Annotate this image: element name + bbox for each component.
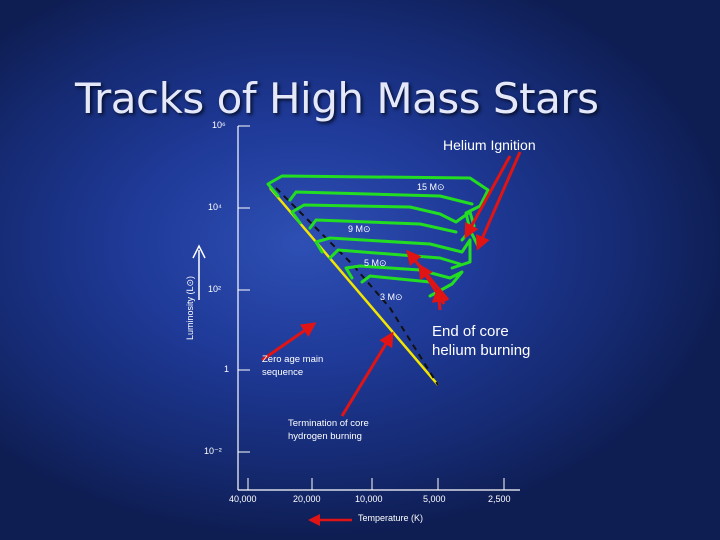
track-15-msun xyxy=(266,174,490,248)
helium-ignition-arrow-2 xyxy=(464,155,512,239)
y-tick-label: 10⁴ xyxy=(208,202,222,212)
track-5-msun xyxy=(314,236,472,270)
end-helium-label: End of core helium burning xyxy=(432,323,531,359)
x-axis-label: Temperature (K) xyxy=(358,513,424,523)
zams-arrow xyxy=(261,322,317,362)
track-label-5: 5 M⊙ xyxy=(364,258,387,268)
y-tick-label: 10⁶ xyxy=(212,120,226,130)
axis-frame xyxy=(237,125,520,491)
x-tick-label: 40,000 xyxy=(229,494,257,504)
helium-ignition-arrow-1 xyxy=(475,151,522,251)
track-3-loop xyxy=(360,274,432,284)
x-tick-label: 10,000 xyxy=(355,494,383,504)
termination-arrow xyxy=(340,331,394,417)
temperature-arrow-icon xyxy=(308,514,352,526)
helium-ignition-label: Helium Ignition xyxy=(443,137,536,153)
x-tick-label: 20,000 xyxy=(293,494,321,504)
luminosity-arrow-icon xyxy=(192,244,206,300)
termination-line xyxy=(275,187,439,386)
y-axis-label: Luminosity (L⊙) xyxy=(185,275,195,340)
zams-label: Zero age main sequence xyxy=(262,354,324,378)
track-label-3: 3 M⊙ xyxy=(380,292,403,302)
x-tick-label: 2,500 xyxy=(488,494,511,504)
slide-title: Tracks of High Mass Stars xyxy=(75,74,599,123)
x-tick-label: 5,000 xyxy=(423,494,446,504)
track-5-loop xyxy=(328,248,462,266)
y-tick-label: 10⁻² xyxy=(204,446,222,456)
track-15-loop xyxy=(288,190,474,206)
track-label-9: 9 M⊙ xyxy=(348,224,371,234)
y-tick-label: 10² xyxy=(208,284,222,294)
termination-label: Termination of core hydrogen burning xyxy=(288,418,369,442)
track-label-15: 15 M⊙ xyxy=(417,182,445,192)
track-3-msun xyxy=(344,264,464,298)
track-9-loop xyxy=(308,218,458,234)
y-tick-label: 1 xyxy=(224,364,230,374)
end-helium-arrow-3 xyxy=(431,287,447,311)
